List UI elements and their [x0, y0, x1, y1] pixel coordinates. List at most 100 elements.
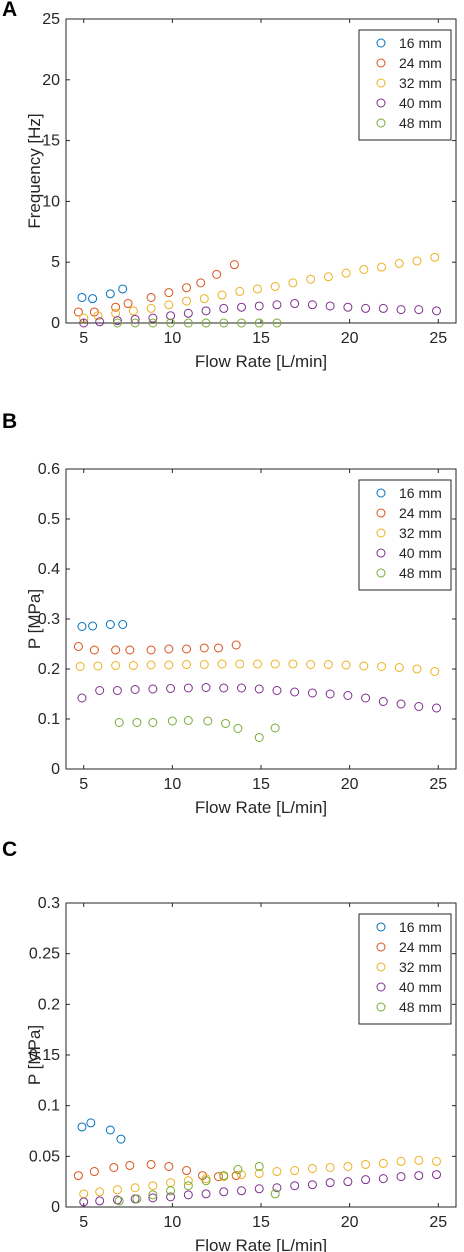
y-tick-label: 0.5: [38, 511, 60, 528]
x-tick-label: 25: [429, 776, 447, 793]
data-point: [252, 284, 262, 294]
data-point: [323, 660, 333, 669]
data-point: [88, 621, 98, 631]
data-point: [89, 645, 99, 655]
x-axis-label: Flow Rate [L/min]: [195, 798, 327, 817]
data-point: [111, 661, 121, 670]
data-point: [343, 691, 353, 700]
x-axis-label: Flow Rate [L/min]: [195, 352, 327, 371]
data-point: [130, 318, 140, 328]
data-point: [270, 282, 280, 292]
data-point: [164, 288, 174, 298]
data-point: [95, 1196, 105, 1206]
data-point: [130, 1183, 140, 1193]
data-point: [130, 314, 140, 324]
data-point: [164, 660, 174, 670]
data-point: [112, 318, 122, 328]
x-tick-label: 5: [79, 776, 88, 793]
legend-marker: [376, 962, 386, 972]
legend-label: 32 mm: [399, 525, 442, 541]
y-tick-label: 0: [51, 1199, 60, 1216]
data-point: [396, 699, 406, 709]
data-point: [148, 684, 158, 694]
data-point: [166, 311, 176, 321]
data-point: [254, 1161, 264, 1171]
legend-label: 40 mm: [399, 979, 442, 995]
data-point: [396, 1172, 406, 1182]
data-point: [430, 252, 440, 262]
data-point: [221, 719, 231, 728]
legend-label: 48 mm: [399, 115, 442, 131]
data-point: [290, 1181, 300, 1191]
x-tick-label: 5: [79, 330, 88, 347]
x-tick-label: 20: [341, 776, 359, 793]
data-point: [95, 317, 105, 327]
data-point: [114, 1196, 124, 1206]
data-point: [95, 1187, 105, 1197]
data-point: [201, 683, 211, 692]
data-point: [201, 1189, 211, 1199]
data-point: [77, 1122, 87, 1132]
data-point: [183, 1181, 193, 1191]
data-point: [95, 686, 105, 695]
data-point: [112, 1185, 122, 1195]
data-point: [93, 661, 103, 671]
data-point: [219, 318, 229, 328]
data-point: [233, 1165, 243, 1175]
data-point: [377, 262, 387, 272]
data-point: [112, 686, 122, 695]
y-tick-label: 0.3: [38, 895, 60, 912]
legend-marker: [376, 982, 386, 992]
x-tick-label: 15: [252, 776, 270, 793]
y-tick-label: 15: [42, 133, 60, 150]
data-point: [182, 1166, 192, 1176]
data-point: [361, 303, 371, 313]
data-point: [105, 289, 115, 299]
data-point: [343, 1177, 353, 1187]
data-point: [394, 258, 404, 268]
data-point: [432, 703, 441, 713]
data-point: [167, 716, 177, 726]
data-point: [235, 659, 245, 669]
data-point: [213, 1172, 223, 1182]
data-point: [343, 302, 353, 312]
y-tick-label: 0.1: [38, 711, 60, 728]
y-tick-label: 0.4: [38, 561, 60, 578]
data-point: [378, 1158, 388, 1168]
legend-marker: [376, 1002, 386, 1012]
data-point: [219, 1187, 229, 1197]
data-point: [414, 1155, 424, 1165]
data-point: [199, 643, 209, 653]
x-tick-label: 10: [163, 330, 181, 347]
scatter-chart-pressure-b: 5 10 15 20 25 0 0.1 0.2 0.3 0.4 0.5 0.6 Flow Rate [L…: [25, 461, 457, 817]
data-point: [77, 622, 87, 631]
data-point: [79, 318, 89, 328]
data-point: [148, 318, 158, 328]
y-tick-label: 0.2: [38, 996, 60, 1013]
data-point: [164, 644, 174, 654]
panel-b: B 5 10 15 20 25 0 0.1 0.2 0.3 0.4 0.5 0.6 Flow Rate …: [0, 410, 464, 817]
data-point: [217, 659, 227, 669]
data-point: [79, 313, 89, 323]
legend-label: 16 mm: [399, 919, 442, 935]
data-point: [146, 645, 156, 655]
data-point: [183, 716, 193, 725]
data-point: [77, 693, 87, 703]
legend-marker: [376, 548, 386, 558]
y-tick-label: 0: [51, 315, 60, 332]
data-point: [325, 301, 335, 311]
y-tick-label: 0: [51, 761, 60, 778]
data-point: [148, 1193, 158, 1203]
y-tick-label: 25: [42, 11, 60, 28]
data-point: [86, 1118, 96, 1128]
x-tick-label: 5: [79, 1214, 88, 1231]
data-point: [254, 301, 264, 311]
data-point: [254, 733, 264, 742]
data-point: [377, 662, 387, 671]
legend-label: 24 mm: [399, 939, 442, 955]
data-point: [128, 306, 138, 316]
data-point: [118, 620, 128, 629]
data-point: [93, 311, 103, 321]
legend-label: 40 mm: [399, 95, 442, 111]
data-point: [199, 294, 209, 304]
